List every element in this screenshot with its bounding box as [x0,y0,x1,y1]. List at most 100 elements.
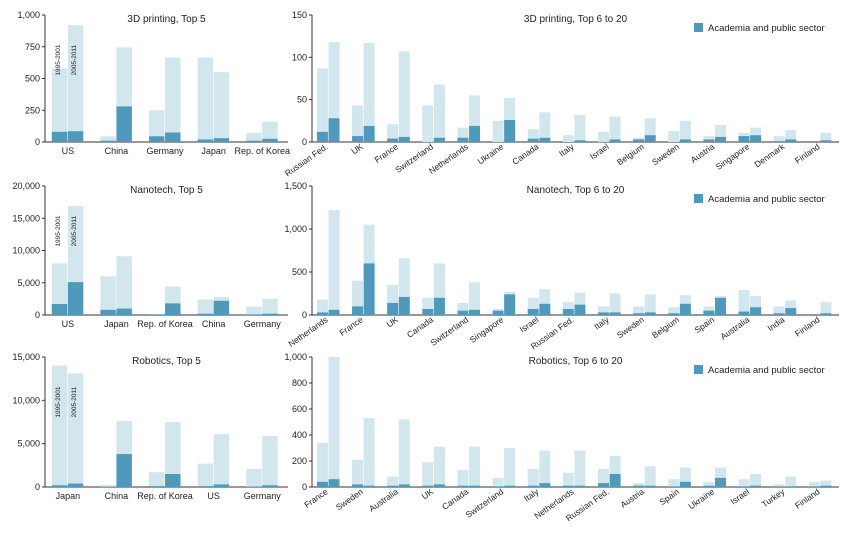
bar-academia [715,478,726,487]
bar-academia [680,304,691,315]
bar-total [317,443,328,487]
bar-academia [528,309,539,315]
bar-total [739,290,750,315]
bar-academia [750,486,761,487]
x-tick-label: Netherlands [286,314,329,348]
x-tick-label: Germany [244,319,282,329]
bar-total [528,469,539,487]
bar-academia [198,486,213,487]
chart-title: Robotics, Top 6 to 20 [529,356,623,367]
bar-academia [116,106,131,142]
y-tick-label: 500 [25,74,40,84]
bar-total [387,477,398,487]
y-tick-label: 1,000 [284,352,307,362]
y-tick-label: 200 [292,456,307,466]
period-label: 2005-2011 [71,386,78,417]
y-tick-label: 5,000 [17,278,40,288]
bar-total [214,434,229,487]
y-tick-label: 15,000 [12,213,40,223]
chart-title: Nanotech, Top 5 [130,185,203,196]
bar-total [116,256,131,315]
bar-academia [574,486,585,487]
bar-academia [504,294,515,315]
bar-academia [262,485,277,487]
bar-academia [68,484,83,487]
x-tick-label: Finland [793,486,822,510]
bar-academia [165,474,180,487]
x-tick-label: Rep. of Korea [137,319,193,329]
bar-total [610,294,621,316]
x-tick-label: China [105,146,129,156]
bar-academia [820,486,831,487]
bar-total [364,418,375,487]
x-tick-label: Singapore [714,141,752,172]
bar-academia [52,132,67,142]
bar-total [399,51,410,142]
bar-academia [352,136,363,142]
bar-academia [469,126,480,142]
bar-academia [750,135,761,142]
x-tick-label: Italy [592,314,611,332]
bar-academia [399,297,410,315]
bar-total [68,25,83,142]
bar-total [574,115,585,142]
x-tick-label: China [105,491,129,501]
bar-academia [785,486,796,487]
bar-academia [68,131,83,142]
legend-swatch [694,365,703,374]
x-tick-label: Japan [104,319,129,329]
bar-total [317,68,328,142]
bar-academia [329,118,340,142]
x-tick-label: Rep. of Korea [234,146,290,156]
bar-academia [262,139,277,142]
bar-academia [645,312,656,315]
period-label: 1995-2001 [55,215,62,246]
bar-academia [246,314,261,315]
bar-academia [364,263,375,315]
bar-total [774,136,785,142]
x-tick-label: Australia [718,314,751,341]
x-tick-label: Switzerland [464,486,506,520]
bar-total [100,276,115,315]
bar-total [610,117,621,142]
y-tick-label: 750 [25,42,40,52]
y-tick-label: 400 [292,430,307,440]
y-tick-label: 0 [35,137,40,147]
bar-academia [820,313,831,315]
bar-academia [680,482,691,487]
x-tick-label: Austria [618,486,646,510]
y-tick-label: 150 [292,10,307,20]
bar-total [198,300,213,315]
bar-academia [434,138,445,142]
bar-academia [149,486,164,487]
x-tick-label: Israel [518,314,541,334]
y-tick-label: 0 [302,137,307,147]
bar-academia [68,282,83,315]
bar-academia [364,126,375,142]
bar-total [504,448,515,487]
x-tick-label: Finland [793,314,822,338]
bar-total [198,464,213,487]
bar-academia [610,312,621,315]
x-tick-label: Rep. of Korea [137,491,193,501]
legend-label: Academia and public sector [708,23,825,34]
bar-total [52,68,67,142]
x-tick-label: France [337,314,365,338]
chart-title: Nanotech, Top 6 to 20 [527,185,625,196]
period-label: 2005-2011 [71,44,78,75]
bar-academia [469,310,480,315]
x-tick-label: UK [349,141,365,156]
period-label: 1995-2001 [55,386,62,417]
y-tick-label: 5,000 [17,439,40,449]
bar-total [52,366,67,487]
x-tick-label: US [62,146,75,156]
bar-academia [504,120,515,142]
y-tick-label: 100 [292,52,307,62]
bar-academia [329,310,340,315]
x-tick-label: Spain [693,314,717,335]
bar-total [645,294,656,315]
bar-academia [116,309,131,315]
